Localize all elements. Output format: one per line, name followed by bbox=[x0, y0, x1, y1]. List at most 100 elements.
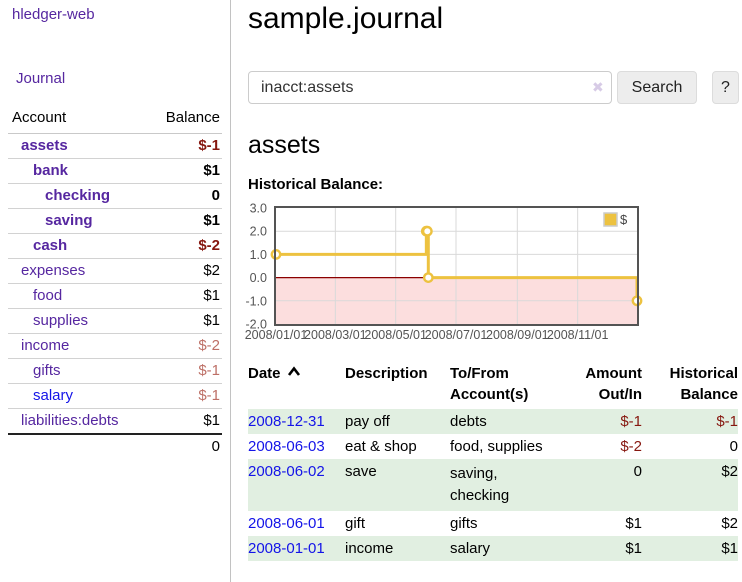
search-input[interactable] bbox=[248, 71, 612, 104]
sort-ascending-icon bbox=[287, 366, 300, 376]
account-row: cash $-2 bbox=[8, 233, 222, 259]
transaction-description: income bbox=[345, 540, 394, 557]
search-button[interactable]: Search bbox=[617, 71, 697, 104]
accounts-column-header: Account bbox=[8, 105, 150, 134]
account-link[interactable]: checking bbox=[45, 187, 111, 204]
svg-text:2008/03/01: 2008/03/01 bbox=[304, 328, 367, 342]
transaction-balance: 0 bbox=[729, 438, 738, 455]
account-balance: $1 bbox=[149, 308, 222, 334]
account-row: salary $-1 bbox=[8, 383, 222, 409]
transaction-accounts: debts bbox=[450, 413, 487, 430]
accounts-table: Account Balance assets $-1 bank $1 checking 0… bbox=[8, 105, 222, 459]
account-link[interactable]: income bbox=[21, 337, 70, 354]
register-table-header: Date Description To/From Account(s) Amount … bbox=[248, 361, 738, 409]
page-title: sample.journal bbox=[248, 2, 444, 35]
transaction-row: 2008-06-01 gift gifts $1 $2 bbox=[248, 511, 738, 536]
svg-text:3.0: 3.0 bbox=[250, 202, 267, 216]
account-balance: $1 bbox=[149, 158, 222, 184]
account-link[interactable]: assets bbox=[21, 137, 68, 154]
transaction-date-link[interactable]: 2008-12-31 bbox=[248, 413, 325, 430]
transaction-description: save bbox=[345, 463, 377, 480]
clear-search-icon[interactable]: ✖ bbox=[592, 79, 604, 95]
svg-text:-1.0: -1.0 bbox=[245, 294, 267, 308]
transaction-date-link[interactable]: 2008-06-01 bbox=[248, 515, 325, 532]
register-column-header: Amount Out/In bbox=[585, 365, 642, 403]
account-heading: assets bbox=[248, 131, 321, 159]
account-link[interactable]: cash bbox=[33, 237, 68, 254]
account-row: supplies $1 bbox=[8, 308, 222, 334]
main-content: sample.journal ✖ Search ? assets Histori… bbox=[245, 0, 742, 582]
account-link[interactable]: supplies bbox=[33, 312, 89, 329]
transaction-date-link[interactable]: 2008-01-01 bbox=[248, 540, 325, 557]
transaction-balance: $1 bbox=[721, 540, 738, 557]
transaction-date-link[interactable]: 2008-06-02 bbox=[248, 463, 325, 480]
svg-text:0.0: 0.0 bbox=[250, 271, 267, 285]
transaction-amount: $1 bbox=[625, 540, 642, 557]
account-balance: $1 bbox=[149, 208, 222, 234]
accounts-total-value: 0 bbox=[149, 433, 222, 459]
account-row: checking 0 bbox=[8, 183, 222, 209]
transaction-row: 2008-06-02 save saving, checking 0 $2 bbox=[248, 459, 738, 511]
transaction-description: pay off bbox=[345, 413, 390, 430]
account-balance: $-2 bbox=[149, 333, 222, 359]
register-column-header: To/From Account(s) bbox=[450, 365, 529, 403]
balance-column-header: Balance bbox=[149, 105, 222, 134]
transaction-amount: $1 bbox=[625, 515, 642, 532]
sidebar: hledger-web Journal Account Balance asse… bbox=[0, 0, 231, 582]
account-balance: $-2 bbox=[149, 233, 222, 259]
transaction-row: 2008-12-31 pay off debts $-1 $-1 bbox=[248, 409, 738, 434]
svg-text:2008/09/01: 2008/09/01 bbox=[486, 328, 549, 342]
register-column-header: Date bbox=[248, 361, 345, 409]
svg-text:2008/11/01: 2008/11/01 bbox=[547, 328, 609, 342]
transaction-row: 2008-06-03 eat & shop food, supplies $-2 0 bbox=[248, 434, 738, 459]
historical-balance-chart: 3.0 2.0 1.0 0.0 -1.0 -2.02008/01/012008/03/01… bbox=[245, 202, 643, 342]
transaction-amount: 0 bbox=[633, 463, 642, 480]
account-row: saving $1 bbox=[8, 208, 222, 234]
transaction-accounts: saving, checking bbox=[450, 465, 510, 504]
register-column-header: Historical Balance bbox=[669, 365, 738, 403]
transaction-description: gift bbox=[345, 515, 366, 532]
account-link[interactable]: gifts bbox=[33, 362, 61, 379]
transaction-accounts: salary bbox=[450, 540, 491, 557]
help-button[interactable]: ? bbox=[712, 71, 739, 104]
transaction-amount: $-1 bbox=[620, 413, 642, 430]
account-row: expenses $2 bbox=[8, 258, 222, 284]
account-row: liabilities:debts $1 bbox=[8, 408, 222, 435]
chart-legend-label: $ bbox=[620, 212, 628, 227]
chart-title: Historical Balance: bbox=[248, 176, 384, 193]
account-link[interactable]: salary bbox=[33, 387, 74, 404]
transaction-balance: $2 bbox=[721, 463, 738, 480]
transaction-balance: $-1 bbox=[716, 413, 738, 430]
account-balance: $2 bbox=[149, 258, 222, 284]
account-balance: $-1 bbox=[149, 133, 222, 159]
account-link[interactable]: bank bbox=[33, 162, 69, 179]
transaction-accounts: food, supplies bbox=[450, 438, 543, 455]
svg-text:1.0: 1.0 bbox=[250, 248, 267, 262]
account-row: food $1 bbox=[8, 283, 222, 309]
sidebar-item-journal[interactable]: Journal bbox=[16, 70, 66, 87]
register-column-header: Description bbox=[345, 365, 428, 382]
transaction-description: eat & shop bbox=[345, 438, 417, 455]
transaction-row: 2008-01-01 income salary $1 $1 bbox=[248, 536, 738, 561]
search-form: ✖ Search ? bbox=[248, 71, 742, 104]
account-link[interactable]: liabilities:debts bbox=[21, 412, 119, 429]
account-balance: $1 bbox=[149, 408, 222, 435]
transaction-date-link[interactable]: 2008-06-03 bbox=[248, 438, 325, 455]
account-row: assets $-1 bbox=[8, 133, 222, 159]
svg-text:2008/05/01: 2008/05/01 bbox=[364, 328, 427, 342]
account-link[interactable]: saving bbox=[45, 212, 93, 229]
svg-text:2008/01/01: 2008/01/01 bbox=[245, 328, 308, 342]
accounts-table-header: Account Balance bbox=[8, 105, 222, 134]
app-brand-link[interactable]: hledger-web bbox=[12, 6, 95, 23]
svg-text:2008/07/01: 2008/07/01 bbox=[425, 328, 488, 342]
register-table: Date Description To/From Account(s) Amount … bbox=[248, 361, 738, 561]
transaction-amount: $-2 bbox=[620, 438, 642, 455]
svg-text:2.0: 2.0 bbox=[250, 225, 267, 239]
account-link[interactable]: expenses bbox=[21, 262, 86, 279]
transaction-accounts: gifts bbox=[450, 515, 478, 532]
svg-text:-2.0: -2.0 bbox=[245, 318, 267, 332]
account-row: gifts $-1 bbox=[8, 358, 222, 384]
account-balance: $-1 bbox=[149, 358, 222, 384]
accounts-total-row: 0 bbox=[8, 433, 222, 459]
account-link[interactable]: food bbox=[33, 287, 63, 304]
